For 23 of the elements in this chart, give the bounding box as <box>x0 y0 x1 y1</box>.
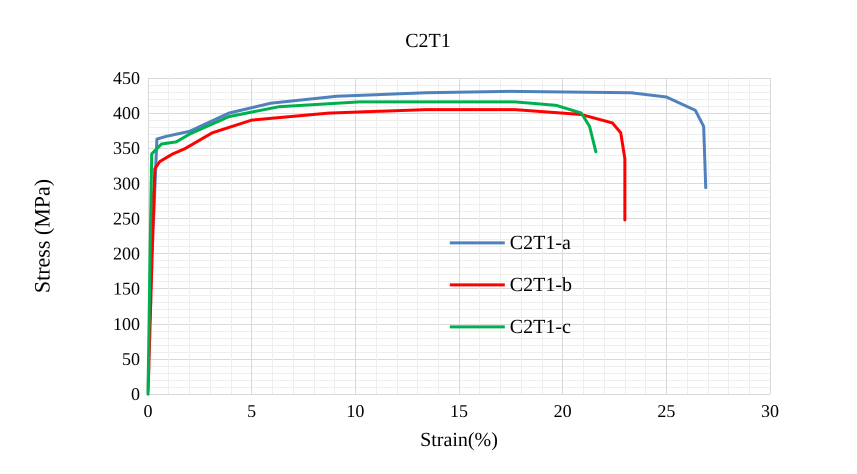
y-axis-title: Stress (MPa) <box>30 178 54 294</box>
legend-label: C2T1-b <box>510 274 572 296</box>
x-tick-label: 15 <box>450 401 468 421</box>
x-tick-label: 0 <box>144 401 152 421</box>
y-tick-label: 100 <box>113 314 140 334</box>
y-tick-label: 350 <box>113 138 140 158</box>
y-tick-label: 200 <box>113 244 140 264</box>
x-tick-label: 25 <box>657 401 676 421</box>
y-tick-label: 400 <box>113 103 140 124</box>
x-tick-label: 5 <box>247 401 256 421</box>
y-tick-label: 150 <box>113 278 140 299</box>
y-tick-label: 0 <box>131 384 140 404</box>
y-tick-label: 300 <box>113 173 140 194</box>
legend-label: C2T1-c <box>510 316 572 338</box>
y-tick-label: 250 <box>113 208 140 228</box>
x-axis-title: Strain(%) <box>420 429 498 451</box>
legend-label: C2T1-a <box>510 232 572 254</box>
x-tick-label: 20 <box>554 401 572 421</box>
chart-title: C2T1 <box>405 30 451 52</box>
y-tick-label: 50 <box>122 348 140 369</box>
x-tick-label: 30 <box>761 401 779 421</box>
y-tick-label: 450 <box>113 68 140 88</box>
x-tick-label: 10 <box>346 401 364 421</box>
